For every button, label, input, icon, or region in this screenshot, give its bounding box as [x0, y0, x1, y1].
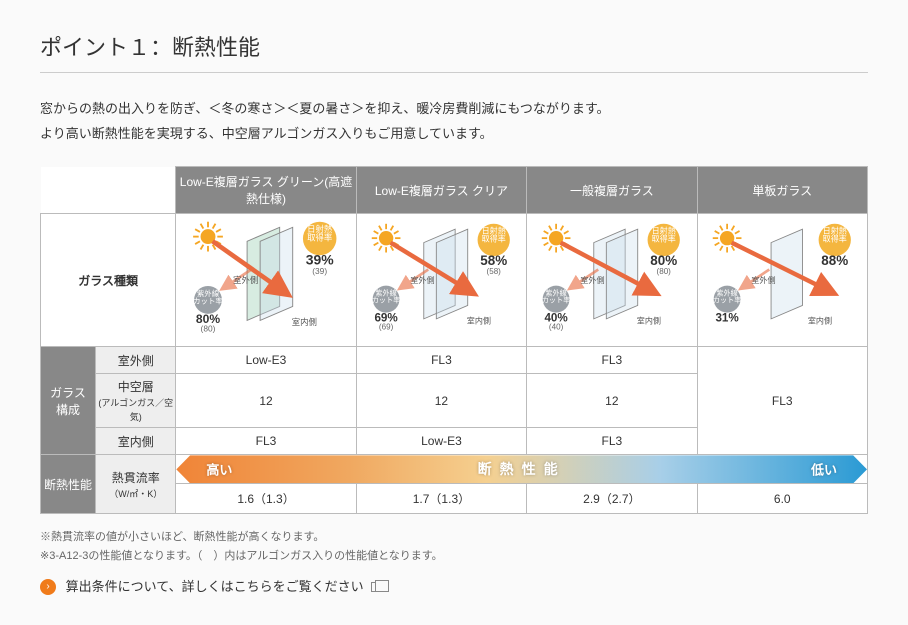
svg-text:室外側: 室外側 — [751, 275, 775, 285]
spec-table: Low-E複層ガラス グリーン(高遮熱仕様) Low-E複層ガラス クリア 一般… — [40, 166, 868, 514]
sub-heat-rate-unit: （W/㎡・K） — [109, 489, 162, 499]
svg-text:(39): (39) — [313, 266, 328, 276]
page-title: ポイント１：断熱性能 — [40, 30, 868, 73]
svg-text:取得率: 取得率 — [822, 234, 846, 244]
row-header-glass-comp: ガラス 構成 — [41, 347, 96, 455]
svg-text:室内側: 室内側 — [292, 317, 317, 327]
comp-out-2: FL3 — [527, 347, 697, 374]
diagram-0: 日射熱取得率39%(39)紫外線カット率80%(80)室外側室内側 — [176, 214, 356, 347]
intro-line-1: 窓からの熱の出入りを防ぎ、＜冬の寒さ＞＜夏の暑さ＞を抑え、暖冷房費削減にもつなが… — [40, 101, 610, 116]
diagram-2: 日射熱取得率80%(80)紫外線カット率40%(40)室外側室内側 — [527, 214, 697, 347]
sub-midlayer-note: (アルゴンガス／空気) — [98, 398, 173, 422]
comp-mid-2: 12 — [527, 374, 697, 428]
gradient-row: 断熱性能 熱貫流率 （W/㎡・K） 高い 断熱性能 低い — [41, 455, 868, 484]
heat-val-2: 2.9（2.7） — [527, 484, 697, 514]
svg-text:カット率: カット率 — [712, 296, 741, 305]
svg-text:取得率: 取得率 — [307, 233, 332, 243]
svg-text:取得率: 取得率 — [481, 234, 505, 244]
svg-text:(80): (80) — [657, 267, 672, 276]
svg-text:室外側: 室外側 — [233, 276, 258, 286]
col-header-0: Low-E複層ガラス グリーン(高遮熱仕様) — [176, 167, 356, 214]
comp-out-1: FL3 — [356, 347, 526, 374]
diagram-3: 日射熱取得率88%紫外線カット率31%室外側室内側 — [697, 214, 867, 347]
svg-text:取得率: 取得率 — [652, 234, 676, 244]
svg-text:室内側: 室内側 — [807, 316, 831, 326]
svg-text:室外側: 室外側 — [410, 275, 434, 285]
intro-line-2: より高い断熱性能を実現する、中空層アルゴンガス入りもご用意しています。 — [40, 126, 493, 141]
comp-single: FL3 — [697, 347, 867, 455]
sub-midlayer: 中空層 (アルゴンガス／空気) — [96, 374, 176, 428]
comp-in-0: FL3 — [176, 428, 356, 455]
note-2: ※3-A12-3の性能値となります。（ ）内はアルゴンガス入りの性能値となります… — [40, 547, 868, 566]
sub-indoor: 室内側 — [96, 428, 176, 455]
external-link-icon — [371, 582, 383, 592]
gradient-cell: 高い 断熱性能 低い — [176, 455, 868, 484]
comp-in-1: Low-E3 — [356, 428, 526, 455]
svg-text:(69): (69) — [379, 323, 394, 332]
link-line[interactable]: › 算出条件について、詳しくはこちらをご覧ください — [40, 576, 868, 596]
sub-outdoor: 室外側 — [96, 347, 176, 374]
sub-heat-rate: 熱貫流率 （W/㎡・K） — [96, 455, 176, 514]
comp-in-2: FL3 — [527, 428, 697, 455]
col-header-3: 単板ガラス — [697, 167, 867, 214]
comp-mid-0: 12 — [176, 374, 356, 428]
heat-val-1: 1.7（1.3） — [356, 484, 526, 514]
svg-text:カット率: カット率 — [542, 296, 571, 305]
svg-text:(80): (80) — [201, 324, 216, 334]
gradient-mid-label: 断熱性能 — [478, 459, 566, 479]
col-header-1: Low-E複層ガラス クリア — [356, 167, 526, 214]
svg-text:カット率: カット率 — [372, 296, 401, 305]
heat-val-0: 1.6（1.3） — [176, 484, 356, 514]
svg-text:31%: 31% — [715, 312, 739, 325]
svg-text:58%: 58% — [480, 253, 507, 268]
heat-val-3: 6.0 — [697, 484, 867, 514]
link-text: 算出条件について、詳しくはこちらをご覧ください — [66, 579, 364, 594]
gradient-bar: 高い 断熱性能 低い — [176, 455, 867, 483]
row-header-glass-type: ガラス種類 — [41, 214, 176, 347]
svg-text:(40): (40) — [549, 323, 564, 332]
comp-out-row: ガラス 構成 室外側 Low-E3 FL3 FL3 FL3 — [41, 347, 868, 374]
svg-text:80%: 80% — [650, 253, 677, 268]
diagram-row: ガラス種類 日射熱取得率39%(39)紫外線カット率80%(80)室外側室内側 … — [41, 214, 868, 347]
chevron-icon: › — [40, 579, 56, 595]
table-header-row: Low-E複層ガラス グリーン(高遮熱仕様) Low-E複層ガラス クリア 一般… — [41, 167, 868, 214]
gradient-left-label: 高い — [206, 460, 232, 479]
svg-text:カット率: カット率 — [193, 296, 223, 306]
comp-out-0: Low-E3 — [176, 347, 356, 374]
svg-text:室内側: 室内側 — [467, 316, 491, 326]
sub-heat-rate-label: 熱貫流率 — [112, 471, 160, 485]
sub-midlayer-label: 中空層 — [118, 380, 154, 394]
footnotes: ※熱貫流率の値が小さいほど、断熱性能が高くなります。 ※3-A12-3の性能値と… — [40, 528, 868, 565]
col-header-2: 一般複層ガラス — [527, 167, 697, 214]
row-header-insulation: 断熱性能 — [41, 455, 96, 514]
intro-text: 窓からの熱の出入りを防ぎ、＜冬の寒さ＞＜夏の暑さ＞を抑え、暖冷房費削減にもつなが… — [40, 97, 868, 146]
diagram-1: 日射熱取得率58%(58)紫外線カット率69%(69)室外側室内側 — [356, 214, 526, 347]
svg-text:室内側: 室内側 — [637, 316, 661, 326]
comp-mid-1: 12 — [356, 374, 526, 428]
svg-text:(58): (58) — [486, 267, 501, 276]
svg-text:88%: 88% — [821, 253, 848, 268]
gradient-right-label: 低い — [811, 460, 837, 479]
svg-text:室外側: 室外側 — [580, 275, 604, 285]
